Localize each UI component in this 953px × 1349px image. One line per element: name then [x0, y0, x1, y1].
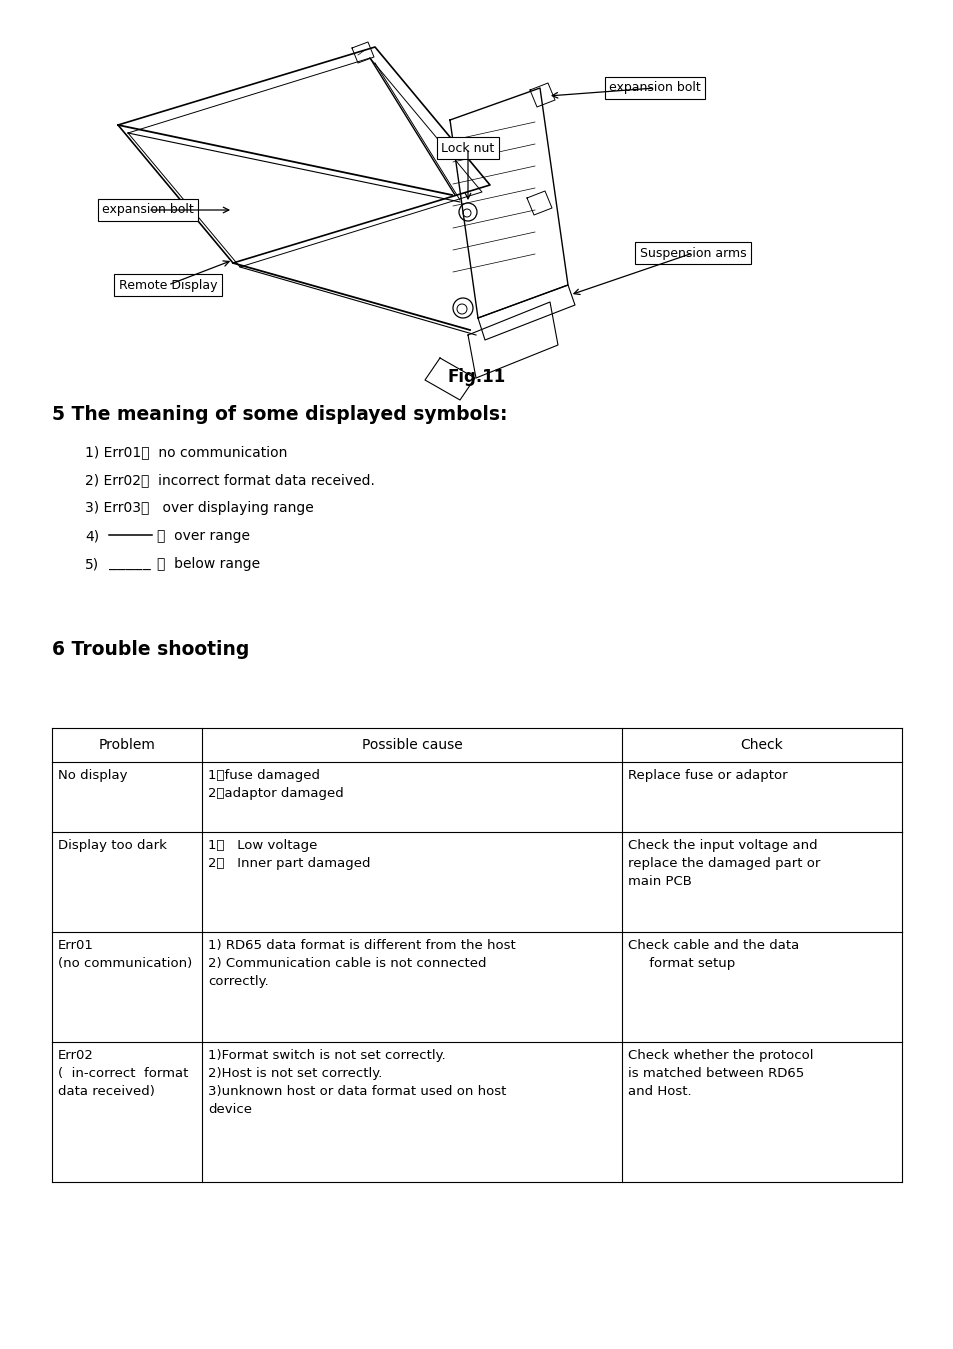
Text: device: device	[208, 1103, 252, 1116]
Text: Check whether the protocol: Check whether the protocol	[627, 1050, 813, 1062]
Text: format setup: format setup	[627, 956, 735, 970]
Text: 5 The meaning of some displayed symbols:: 5 The meaning of some displayed symbols:	[52, 405, 507, 424]
Text: (no communication): (no communication)	[58, 956, 193, 970]
Text: Possible cause: Possible cause	[361, 738, 462, 751]
Text: 2）adaptor damaged: 2）adaptor damaged	[208, 786, 343, 800]
Text: Remote Display: Remote Display	[118, 278, 217, 291]
Text: is matched between RD65: is matched between RD65	[627, 1067, 803, 1081]
Text: No display: No display	[58, 769, 128, 782]
Text: 1）fuse damaged: 1）fuse damaged	[208, 769, 319, 782]
Text: (  in-correct  format: ( in-correct format	[58, 1067, 188, 1081]
Text: 4): 4)	[85, 529, 99, 544]
Text: 1)Format switch is not set correctly.: 1)Format switch is not set correctly.	[208, 1050, 445, 1062]
Text: ：  below range: ： below range	[157, 557, 260, 571]
Text: 2）   Inner part damaged: 2） Inner part damaged	[208, 857, 370, 870]
Text: ：  over range: ： over range	[157, 529, 250, 544]
Text: and Host.: and Host.	[627, 1085, 691, 1098]
Text: _____: _____	[109, 557, 151, 571]
Text: 1) RD65 data format is different from the host: 1) RD65 data format is different from th…	[208, 939, 516, 952]
Text: replace the damaged part or: replace the damaged part or	[627, 857, 820, 870]
Text: 5): 5)	[85, 557, 99, 571]
Text: Display too dark: Display too dark	[58, 839, 167, 853]
Text: Err01: Err01	[58, 939, 93, 952]
Text: 2) Communication cable is not connected: 2) Communication cable is not connected	[208, 956, 486, 970]
Text: main PCB: main PCB	[627, 876, 691, 888]
Text: Problem: Problem	[98, 738, 155, 751]
Text: expansion bolt: expansion bolt	[102, 204, 193, 216]
Text: 6 Trouble shooting: 6 Trouble shooting	[52, 639, 249, 660]
Text: 3)unknown host or data format used on host: 3)unknown host or data format used on ho…	[208, 1085, 506, 1098]
Text: Suspension arms: Suspension arms	[639, 247, 745, 259]
Text: data received): data received)	[58, 1085, 154, 1098]
Text: 2) Err02：  incorrect format data received.: 2) Err02： incorrect format data received…	[85, 473, 375, 487]
Text: Lock nut: Lock nut	[441, 142, 494, 155]
Text: Check cable and the data: Check cable and the data	[627, 939, 799, 952]
Text: Check: Check	[740, 738, 782, 751]
Text: expansion bolt: expansion bolt	[608, 81, 700, 94]
Text: Replace fuse or adaptor: Replace fuse or adaptor	[627, 769, 787, 782]
Text: Err02: Err02	[58, 1050, 93, 1062]
Text: correctly.: correctly.	[208, 975, 269, 987]
Text: 1) Err01：  no communication: 1) Err01： no communication	[85, 445, 287, 459]
Text: 1）   Low voltage: 1） Low voltage	[208, 839, 317, 853]
Text: 3) Err03：   over displaying range: 3) Err03： over displaying range	[85, 500, 314, 515]
Text: Check the input voltage and: Check the input voltage and	[627, 839, 817, 853]
Text: Fig.11: Fig.11	[447, 368, 506, 386]
Text: 2)Host is not set correctly.: 2)Host is not set correctly.	[208, 1067, 382, 1081]
